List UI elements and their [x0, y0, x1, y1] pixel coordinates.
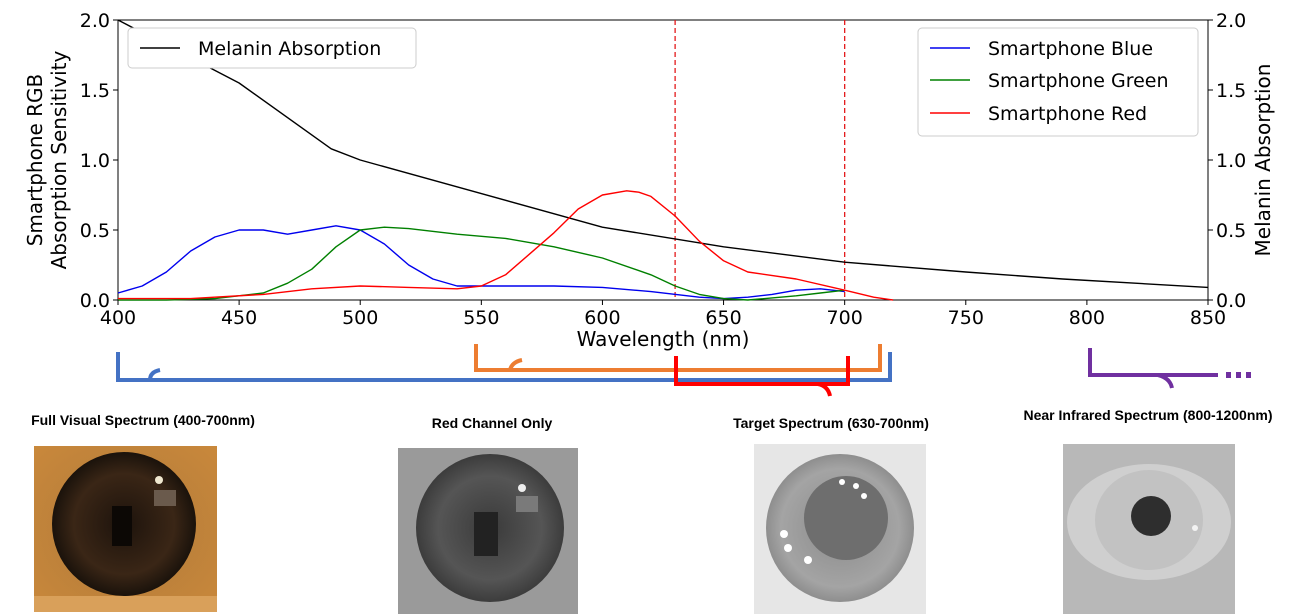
eye-gray-illustration: [398, 448, 578, 614]
series-line-smartphone-green: [118, 226, 845, 301]
near-infrared-ellipsis: [1226, 372, 1251, 378]
legend-red-label: Smartphone Red: [988, 103, 1147, 125]
pupil: [1131, 496, 1171, 536]
bracket-near-infrared: [1088, 348, 1218, 389]
band-label-nir: Near Infrared Spectrum (800-1200nm): [1024, 407, 1273, 423]
eye-image-near-infrared: [1063, 444, 1235, 614]
reflection: [154, 490, 176, 506]
highlight-1: [839, 479, 845, 485]
eye-image-full-spectrum: [34, 446, 217, 612]
highlight-5: [784, 544, 792, 552]
legend-melanin-label: Melanin Absorption: [198, 38, 381, 60]
eye-image-red-channel: [398, 448, 578, 614]
figure-reflection: [474, 512, 498, 556]
x-tick-label: 500: [342, 307, 378, 329]
legend-rgb: Smartphone Blue Smartphone Green Smartph…: [917, 27, 1199, 137]
x-tick-label: 600: [584, 307, 620, 329]
right-y-tick-label: 1.5: [1216, 80, 1246, 102]
bracket-target-spectrum: [674, 356, 850, 397]
series-line-smartphone-red: [118, 190, 894, 301]
legend-green-label: Smartphone Green: [988, 70, 1169, 92]
highlight: [1192, 525, 1198, 531]
reference-lines: [674, 20, 846, 300]
band-label-target: Target Spectrum (630-700nm): [733, 415, 929, 431]
x-tick-label: 550: [463, 307, 499, 329]
legend-rgb-box: [917, 27, 1199, 137]
pupil: [804, 476, 888, 560]
series-layer: [117, 19, 1209, 301]
x-tick-label: 800: [1069, 307, 1105, 329]
left-y-tick-label: 2.0: [80, 10, 110, 32]
x-tick-label: 650: [705, 307, 741, 329]
series-line-smartphone-blue: [117, 225, 845, 300]
highlight: [155, 476, 163, 484]
eye-nir-illustration: [1063, 444, 1235, 614]
left-y-tick-label: 1.5: [80, 80, 110, 102]
x-tick-label: 750: [948, 307, 984, 329]
right-y-axis-ticks: 0.0 0.5 1.0 1.5 2.0: [1208, 10, 1246, 312]
highlight: [518, 484, 526, 492]
x-tick-label: 700: [827, 307, 863, 329]
highlight-2: [853, 483, 859, 489]
x-tick-label: 850: [1190, 307, 1226, 329]
right-y-tick-label: 0.0: [1216, 290, 1246, 312]
reflection: [516, 496, 538, 512]
left-y-axis-title-line1: Smartphone RGB: [23, 74, 47, 247]
lower-lid: [34, 596, 217, 612]
bracket-full-spectrum: [116, 352, 892, 382]
legend-blue-label: Smartphone Blue: [988, 38, 1153, 60]
x-axis-title: Wavelength (nm): [577, 327, 750, 351]
legend-melanin-box: [127, 27, 417, 69]
series-line-melanin-absorption: [117, 19, 1209, 289]
left-y-tick-label: 0.0: [80, 290, 110, 312]
right-y-axis-title: Melanin Absorption: [1251, 64, 1275, 257]
band-label-full: Full Visual Spectrum (400-700nm): [31, 412, 255, 428]
left-y-axis-ticks: 0.0 0.5 1.0 1.5 2.0: [80, 10, 118, 312]
eye-color-illustration: [34, 446, 217, 612]
legend-melanin: Melanin Absorption: [127, 27, 417, 69]
highlight-6: [804, 556, 812, 564]
highlight-4: [780, 530, 788, 538]
left-y-tick-label: 0.5: [80, 220, 110, 242]
x-axis-ticks: 400 450 500 550 600 650 700 750 800 850: [100, 300, 1226, 329]
figure-reflection: [112, 506, 132, 546]
right-y-tick-label: 0.5: [1216, 220, 1246, 242]
ellipsis-dot-2: [1236, 372, 1241, 378]
x-tick-label: 450: [221, 307, 257, 329]
band-label-redch: Red Channel Only: [432, 415, 553, 431]
eye-target-illustration: [754, 444, 926, 614]
ellipsis-dot-1: [1226, 372, 1231, 378]
x-tick-label: 400: [100, 307, 136, 329]
right-y-tick-label: 2.0: [1216, 10, 1246, 32]
highlight-3: [861, 493, 867, 499]
left-y-axis-title-line2: Absorption Sensitivity: [47, 50, 71, 269]
right-y-tick-label: 1.0: [1216, 150, 1246, 172]
ellipsis-dot-3: [1246, 372, 1251, 378]
left-y-tick-label: 1.0: [80, 150, 110, 172]
eye-image-target-spectrum: [754, 444, 926, 614]
